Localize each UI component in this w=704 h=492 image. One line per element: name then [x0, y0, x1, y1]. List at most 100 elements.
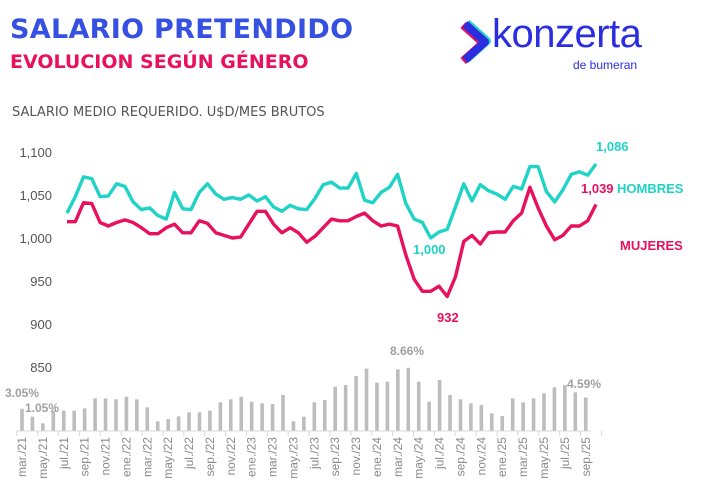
x-tick-label: mar./22	[140, 437, 154, 477]
y-tick-label: 1,000	[19, 231, 52, 246]
gap-bar	[312, 402, 317, 431]
gap-bar	[176, 416, 181, 431]
x-tick-label: nov./23	[349, 437, 363, 476]
gap-bar	[187, 412, 191, 431]
series-line-hombres	[65, 162, 598, 240]
gap-bar	[437, 379, 442, 431]
x-tick-label: ene./23	[245, 437, 259, 477]
x-tick-label: ene./22	[119, 437, 133, 477]
gap-bar	[281, 395, 285, 431]
x-tick-label: may./23	[286, 437, 300, 479]
salary-lines	[65, 162, 598, 299]
x-tick-label: nov./22	[224, 437, 238, 476]
bar-data-label: 3.05%	[5, 386, 39, 400]
x-tick-label: mar./25	[516, 437, 530, 477]
gap-bar	[354, 376, 358, 431]
gap-bar	[552, 387, 557, 431]
gap-bar	[521, 402, 525, 431]
x-tick-label: jul./21	[57, 437, 71, 470]
x-tick-label: sep./21	[78, 437, 92, 477]
gap-bar	[260, 403, 264, 431]
x-tick-label: mar./23	[266, 437, 280, 477]
page-subtitle: EVOLUCION SEGÚN GÉNERO	[10, 51, 309, 73]
x-tick-label: may./21	[36, 437, 50, 479]
annotation-hombres-min: 1,000	[413, 242, 446, 257]
gap-bar	[490, 413, 494, 431]
annotation-mujeres-last: 1,039	[581, 181, 614, 196]
legend-hombres: HOMBRES	[617, 181, 684, 196]
y-tick-label: 850	[30, 360, 52, 375]
x-tick-label: jul./22	[182, 437, 196, 470]
x-tick-label: sep./22	[203, 437, 217, 477]
gap-bar	[364, 368, 369, 431]
gap-bar	[583, 397, 588, 431]
x-tick-label: ene./24	[370, 437, 384, 477]
gap-bar	[396, 369, 400, 431]
gap-bar	[239, 396, 244, 431]
gap-bar	[375, 382, 379, 431]
gap-bar	[270, 403, 275, 431]
annotation-hombres-last: 1,086	[596, 139, 629, 154]
bar-data-label: 1.05%	[25, 401, 59, 415]
gap-bar	[406, 367, 411, 431]
gap-bar	[510, 398, 515, 431]
series-line-mujeres	[67, 185, 598, 299]
gap-bar	[229, 399, 233, 431]
y-tick-label: 900	[30, 317, 52, 332]
x-tick-label: mar./24	[391, 437, 405, 477]
gap-bar	[427, 401, 431, 431]
gap-bar	[20, 408, 24, 431]
x-tick-label: sep./25	[579, 437, 593, 477]
x-tick-label: sep./23	[328, 437, 342, 477]
gap-bar	[155, 421, 160, 431]
bar-data-label: 8.66%	[390, 344, 424, 358]
gap-bar	[563, 385, 567, 431]
x-tick-label: nov./21	[99, 437, 113, 476]
y-tick-label: 1,100	[19, 145, 52, 160]
gap-bar	[82, 408, 87, 431]
chart-caption: SALARIO MEDIO REQUERIDO. U$D/MES BRUTOS	[12, 105, 325, 120]
gap-bar	[531, 398, 536, 431]
gap-bar	[322, 399, 327, 431]
x-tick-label: ene./25	[495, 437, 509, 477]
gap-bar	[479, 405, 484, 431]
gap-bar	[542, 393, 546, 431]
x-tick-label: may./25	[537, 437, 551, 479]
gap-bar	[302, 416, 306, 431]
x-tick-label: may./24	[412, 437, 426, 479]
gap-bars: 3.05%1.05% 8.66% 4.59%	[5, 344, 601, 431]
gap-bar	[114, 399, 118, 431]
gap-bar	[72, 410, 76, 431]
x-tick-label: jul./24	[433, 437, 447, 470]
x-tick-label: jul./23	[307, 437, 321, 470]
y-axis: 1,100 1,050 1,000 950 900 850	[19, 145, 52, 375]
gap-bar	[197, 412, 202, 431]
logo-wordmark: konzerta	[492, 12, 642, 56]
gap-bar	[61, 410, 66, 431]
legend-mujeres: MUJERES	[620, 238, 683, 253]
x-tick-label: jul./25	[558, 437, 572, 470]
x-tick-label: nov./24	[474, 437, 488, 476]
x-tick-label: may./22	[161, 437, 175, 479]
gap-bar	[30, 416, 35, 431]
gap-bar	[208, 410, 212, 431]
gap-bar	[291, 421, 296, 431]
gap-bar	[51, 410, 56, 431]
x-tick-label: sep./24	[453, 437, 467, 477]
gap-bar	[333, 386, 337, 431]
page-title: SALARIO PRETENDIDO	[10, 14, 354, 45]
annotations: 1,086 1,039 1,000 932 HOMBRES MUJERES	[413, 139, 684, 325]
gap-bar	[135, 399, 139, 431]
gap-bar	[416, 381, 421, 431]
konzerta-logo: konzerta de bumeran	[458, 12, 658, 78]
gap-bar	[166, 419, 170, 431]
gap-bar	[469, 403, 473, 431]
gap-bar	[218, 402, 223, 431]
gap-bar	[573, 392, 578, 431]
chevron-right-icon	[460, 20, 491, 64]
bar-data-label: 4.59%	[567, 377, 601, 391]
x-axis: mar./21 may./21 jul./21 sep./21 nov./21 ene./…	[15, 430, 602, 479]
gap-bar	[458, 399, 463, 431]
